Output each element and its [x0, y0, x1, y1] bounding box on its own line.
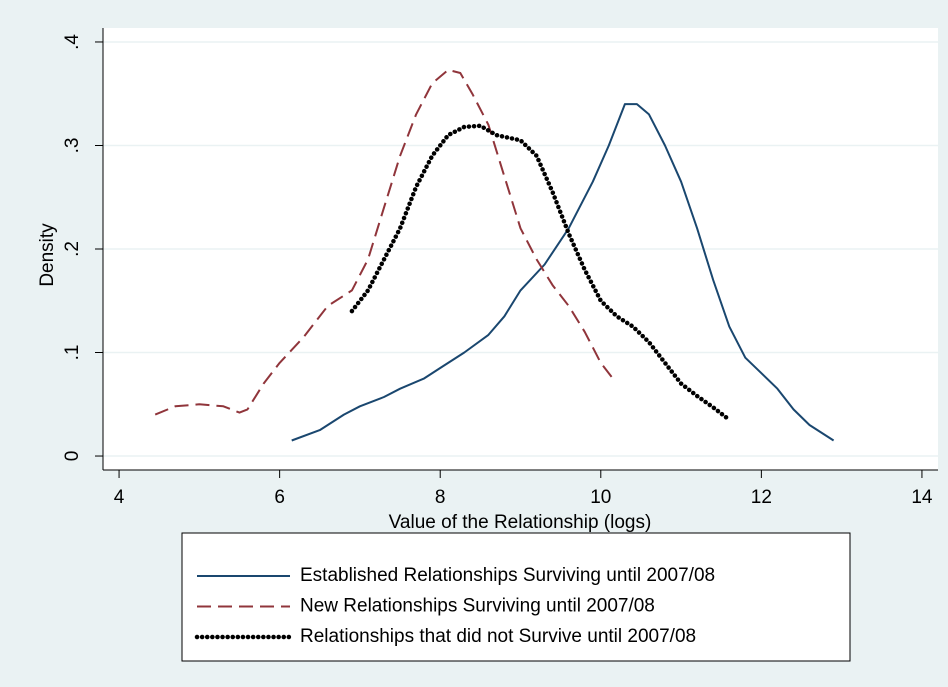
y-tick-label: 0: [62, 451, 83, 462]
x-tick-label: 14: [911, 487, 933, 508]
density-line: [154, 68, 614, 416]
x-tick-label: 4: [114, 487, 125, 508]
legend: [181, 532, 851, 662]
y-axis-title: Density: [37, 223, 58, 287]
y-tick-label: .4: [62, 34, 83, 50]
x-tick-label: 12: [751, 487, 772, 508]
legend-label: Relationships that did not Survive until…: [300, 626, 696, 647]
x-axis-title: Value of the Relationship (logs): [389, 512, 652, 533]
legend-label: Established Relationships Surviving unti…: [300, 565, 715, 586]
density-line: [291, 103, 835, 442]
y-tick-label: .3: [62, 138, 83, 154]
x-tick-label: 10: [590, 487, 611, 508]
y-tick-label: .2: [62, 241, 83, 257]
x-tick-label: 6: [274, 487, 285, 508]
x-tick-label: 8: [435, 487, 446, 508]
legend-label: New Relationships Surviving until 2007/0…: [300, 596, 655, 617]
density-line: [349, 123, 732, 423]
y-tick-label: .1: [62, 345, 83, 361]
